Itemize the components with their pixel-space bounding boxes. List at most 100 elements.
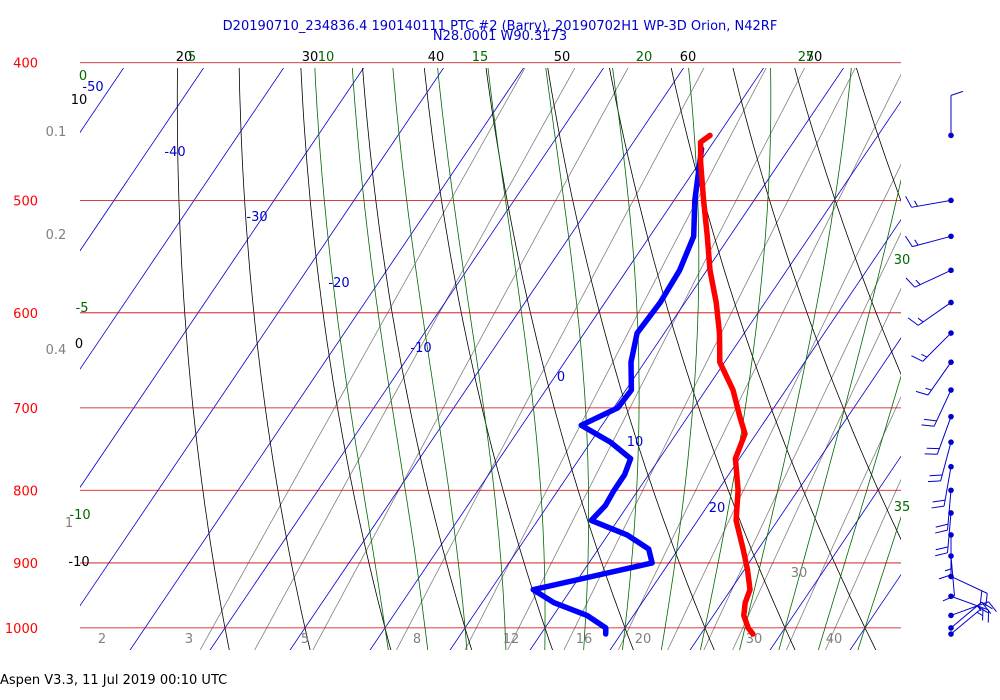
wind-barb-half-flag <box>915 279 921 285</box>
chart-location: N28.0001 W90.3173 <box>432 29 568 44</box>
wind-barb <box>948 601 997 619</box>
isotherm-line <box>129 68 525 650</box>
mixing-ratio-line <box>667 163 901 650</box>
wind-barb-flag <box>985 593 988 607</box>
moist-adiabat-line <box>351 68 429 650</box>
mixing-ratio-line <box>312 68 629 650</box>
wind-barb-staff <box>933 389 952 427</box>
isotherm-line <box>769 455 901 650</box>
wind-barb-flag <box>904 235 913 247</box>
dry-adiabat-label: 30 <box>302 50 319 65</box>
wind-barb <box>905 195 954 208</box>
wind-barb-flag <box>924 418 937 422</box>
wind-barb-half-flag <box>914 239 919 246</box>
mixing-ratio-line <box>785 395 901 650</box>
dry-adiabat-label: 50 <box>554 50 571 65</box>
wind-barb-flag <box>907 317 919 326</box>
wind-barb-flag <box>979 590 983 604</box>
wind-barb <box>915 359 954 396</box>
mixing-ratio-label: 30 <box>746 632 763 647</box>
isotherm-line <box>993 31 1000 675</box>
wind-barb <box>907 299 954 326</box>
pressure-tick-label: 700 <box>13 402 38 417</box>
mixing-ratio-label: 2 <box>98 632 106 647</box>
moist-adiabat-label: 25 <box>798 50 815 65</box>
wind-barb-half-flag <box>914 200 918 207</box>
mixing-ratio-label: 0.2 <box>46 228 67 243</box>
dry-adiabat-line <box>238 68 311 650</box>
dry-adiabat-line <box>362 68 473 650</box>
wind-barb-staff <box>912 235 952 248</box>
mixing-ratio-line <box>732 287 901 650</box>
isotherm-label: 0 <box>557 370 565 385</box>
wind-barb-staff <box>947 490 952 531</box>
wind-barb <box>948 593 990 623</box>
dewpoint-trace <box>530 146 705 637</box>
isotherm-line <box>209 68 605 650</box>
wind-barb-staff <box>943 466 952 507</box>
isotherm-line <box>609 218 901 650</box>
moist-adiabat-line <box>660 68 700 650</box>
temperature-trace <box>697 132 756 637</box>
moist-adiabat-label: 15 <box>472 50 489 65</box>
mixing-ratio-label: 8 <box>413 632 421 647</box>
dry-adiabat-line <box>300 68 392 650</box>
wind-barb <box>935 487 954 534</box>
wind-barb-flag <box>935 529 948 534</box>
moist-adiabat-label: 0 <box>79 69 87 84</box>
isotherm-label: 20 <box>709 501 726 516</box>
isotherm-line <box>80 68 285 370</box>
wind-barb-flag <box>935 523 949 528</box>
wind-barb-half-flag <box>921 353 928 358</box>
isotherm-label: -40 <box>164 145 185 160</box>
moist-adiabat-label: 10 <box>318 50 335 65</box>
mixing-ratio-label: 20 <box>635 632 652 647</box>
dry-adiabat-line <box>485 68 634 650</box>
dry-adiabat-line <box>856 68 901 203</box>
isotherm-line <box>369 68 765 650</box>
wind-barb-flag <box>915 390 929 396</box>
moist-adiabat-line <box>700 68 772 650</box>
isotherm-line <box>289 68 685 650</box>
wind-barb-flag <box>927 480 941 483</box>
wind-barb-flag <box>976 605 989 614</box>
wind-barb-staff <box>940 442 952 481</box>
axis-labels: 4005006007008009001000-50-40-30-20-10010… <box>5 50 910 647</box>
mixing-ratio-lines <box>199 68 901 650</box>
wind-barb-half-flag <box>976 611 983 616</box>
mixing-ratio-label: 0.4 <box>46 343 67 358</box>
chart-title: D20190710_234836.4 190140111 PTC #2 (Bar… <box>222 19 778 34</box>
wind-barb-half-flag <box>925 387 932 391</box>
isotherm-line <box>80 68 445 607</box>
wind-barb-flag <box>982 603 992 615</box>
isotherm-line <box>529 100 901 650</box>
mixing-ratio-label: 16 <box>576 632 593 647</box>
wind-barb-staff <box>950 595 989 611</box>
pressure-tick-label: 500 <box>13 194 38 209</box>
moist-adiabat-line <box>612 68 640 650</box>
wind-barb <box>921 387 954 427</box>
wind-barbs <box>904 90 997 637</box>
moist-adiabat-label: 35 <box>894 500 911 515</box>
wind-barb <box>924 413 954 455</box>
wind-barb-flag <box>911 355 923 362</box>
isotherm-line <box>449 68 845 650</box>
dry-adiabat-label: 0 <box>75 337 83 352</box>
isotherm-label: -20 <box>328 276 349 291</box>
pressure-tick-label: 400 <box>13 57 38 72</box>
wind-barb-staff <box>927 361 952 396</box>
dry-adiabat-label: 10 <box>71 93 88 108</box>
wind-barb-flag <box>931 505 945 509</box>
wind-barb-half-flag <box>944 568 952 572</box>
moist-adiabat-line <box>817 375 901 650</box>
isotherm-line <box>80 68 205 252</box>
dry-adiabat-label: 60 <box>680 50 697 65</box>
isotherm-line <box>80 68 365 489</box>
isotherm-label: 10 <box>627 435 644 450</box>
wind-barb-flag <box>932 499 946 503</box>
mixing-ratio-line <box>396 68 705 650</box>
isotherm-label: 30 <box>791 566 808 581</box>
dry-adiabat-label: 40 <box>428 50 445 65</box>
moist-adiabat-label: 20 <box>636 50 653 65</box>
pressure-lines <box>80 62 901 629</box>
